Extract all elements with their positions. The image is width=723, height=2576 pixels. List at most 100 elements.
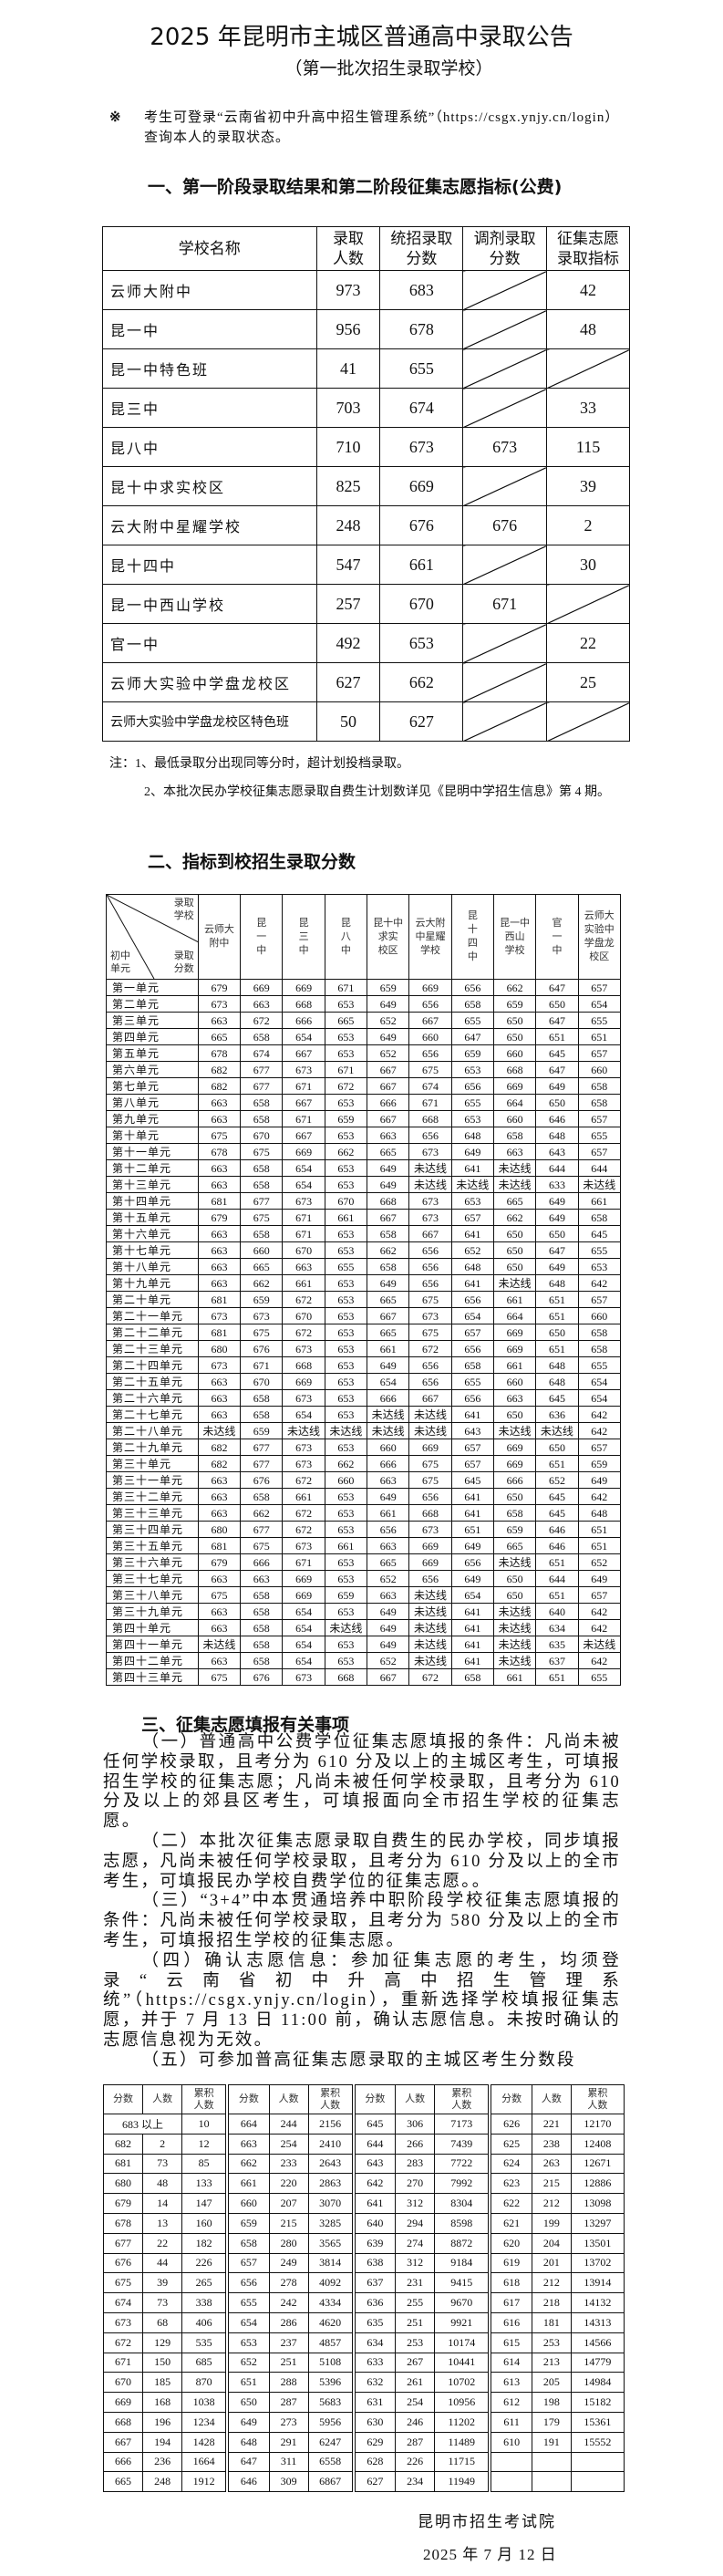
score-cell: 670	[240, 1127, 284, 1144]
score-cell: 653	[324, 1570, 368, 1587]
value-cell: 492	[315, 623, 381, 663]
table-row: 678 13 160 659 215 3285 640 294 8598 621 199 13297	[102, 2212, 625, 2234]
score-cell: 654	[282, 1176, 325, 1193]
score-cell: 675	[408, 1291, 452, 1308]
score-cell: 658	[240, 1225, 284, 1242]
empty-diagonal-cell	[546, 701, 630, 742]
score-cell: 637	[535, 1652, 579, 1669]
value-cell: 672	[102, 2332, 144, 2353]
score-cell: 651	[535, 1586, 579, 1604]
score-cell: 653	[324, 1488, 368, 1505]
value-cell: 627	[315, 662, 381, 702]
quota-scores-table: 录取 学校 录取 分数 初中 单元 云师大 附中昆 一 中昆 三 中昆 八 中昆…	[106, 894, 622, 1686]
score-cell: 654	[282, 1603, 325, 1620]
value-cell: 1038	[181, 2392, 228, 2413]
value-cell: 4092	[307, 2272, 355, 2294]
score-cell: 668	[367, 1192, 410, 1210]
score-cell: 653	[324, 1406, 368, 1423]
table-row: 667 194 1428 648 291 6247 629 287 11489 610 191 155…	[102, 2431, 625, 2453]
value-cell: 2643	[307, 2153, 355, 2175]
score-cell: 663	[197, 1258, 242, 1275]
score-cell: 654	[282, 1636, 325, 1653]
score-cell: 654	[282, 1028, 325, 1045]
table-row: 665 248 1912 646 309 6867 627 234 11949	[102, 2471, 625, 2493]
unit-name: 第二十九单元	[106, 1439, 199, 1456]
value-cell: 147	[181, 2193, 228, 2214]
score-cell: 655	[577, 1668, 622, 1686]
value-cell: 662	[379, 662, 464, 702]
value-cell: 221	[531, 2114, 572, 2135]
value-cell: 631	[351, 2392, 397, 2413]
value-cell: 212	[531, 2193, 572, 2214]
table-row: 680 48 133 661 220 2863 642 270 7992 623 215 12886	[102, 2173, 625, 2195]
score-cell: 654	[450, 1307, 494, 1324]
value-cell: 640	[351, 2212, 397, 2234]
corner-label-unit: 初中 单元	[110, 950, 130, 974]
value-cell: 624	[488, 2153, 532, 2175]
value-cell: 15361	[570, 2411, 625, 2433]
score-cell: 649	[367, 1488, 410, 1505]
score-cell: 658	[240, 1603, 284, 1620]
score-cell: 650	[492, 1586, 537, 1604]
score-cell: 658	[240, 1110, 284, 1127]
score-range-label: 683 以上	[102, 2114, 183, 2135]
score-cell: 660	[577, 1307, 622, 1324]
score-cell: 667	[282, 1127, 325, 1144]
value-cell: 236	[142, 2451, 183, 2473]
score-cell: 653	[324, 1324, 368, 1341]
score-cell: 666	[367, 1455, 410, 1472]
value-cell: 13501	[570, 2232, 625, 2254]
value-cell: 48	[546, 309, 630, 349]
score-cell: 663	[240, 1570, 284, 1587]
column-header: 分数	[102, 2084, 144, 2114]
score-cell: 656	[408, 1127, 452, 1144]
value-cell: 25	[546, 662, 630, 702]
below-line-cell: 未达线	[492, 1159, 537, 1177]
value-cell: 150	[142, 2352, 183, 2373]
value-cell: 7439	[434, 2133, 491, 2155]
score-cell: 658	[492, 1504, 537, 1522]
score-cell: 671	[282, 1110, 325, 1127]
value-cell: 636	[351, 2292, 397, 2313]
value-cell: 627	[379, 701, 464, 742]
score-cell: 649	[367, 1619, 410, 1636]
table-row: 第四十二单元 663 658 654 653 652 未达线 641 未达线 637 642	[106, 1652, 622, 1669]
value-cell: 85	[181, 2153, 228, 2175]
value-cell: 233	[268, 2153, 309, 2175]
value-cell: 670	[379, 584, 464, 624]
value-cell: 652	[225, 2352, 270, 2373]
value-cell: 644	[351, 2133, 397, 2155]
table-row: 第二十五单元 663 670 669 653 654 656 655 660 648 654	[106, 1373, 622, 1390]
value-cell: 3070	[307, 2193, 355, 2214]
value-cell: 643	[351, 2153, 397, 2175]
score-cell: 644	[535, 1159, 579, 1177]
school-name: 云师大实验中学盘龙校区	[102, 662, 317, 702]
table-row: 668 196 1234 649 273 5956 630 246 11202 611 179 153…	[102, 2411, 625, 2433]
value-cell: 5683	[307, 2392, 355, 2413]
score-cell: 675	[408, 1471, 452, 1489]
value-cell: 13098	[570, 2193, 625, 2214]
score-cell: 654	[577, 995, 622, 1013]
value-cell: 639	[351, 2232, 397, 2254]
empty-cell	[488, 2451, 532, 2473]
score-cell: 654	[450, 1586, 494, 1604]
score-cell: 663	[492, 1143, 537, 1160]
table-row: 676 44 226 657 249 3814 638 312 9184 619 201 13702	[102, 2252, 625, 2274]
empty-cell	[570, 2471, 625, 2493]
notice-text: 考生可登录“云南省初中升高中招生管理系统”（https://csgx.ynjy.…	[144, 110, 620, 145]
table-row: 672 129 535 653 237 4857 634 253 10174 615 253 1456…	[102, 2332, 625, 2353]
value-cell: 668	[102, 2411, 144, 2433]
value-cell: 5956	[307, 2411, 355, 2433]
unit-name: 第二十六单元	[106, 1389, 199, 1407]
below-line-cell: 未达线	[408, 1176, 452, 1193]
value-cell: 7722	[434, 2153, 491, 2175]
score-cell: 659	[367, 979, 410, 996]
value-cell: 630	[351, 2411, 397, 2433]
value-cell: 39	[142, 2272, 183, 2294]
score-cell: 651	[577, 1028, 622, 1045]
value-cell: 33	[546, 388, 630, 428]
score-cell: 669	[492, 1455, 537, 1472]
score-cell: 669	[492, 1077, 537, 1095]
column-header: 分数	[351, 2084, 397, 2114]
score-cell: 657	[577, 1586, 622, 1604]
